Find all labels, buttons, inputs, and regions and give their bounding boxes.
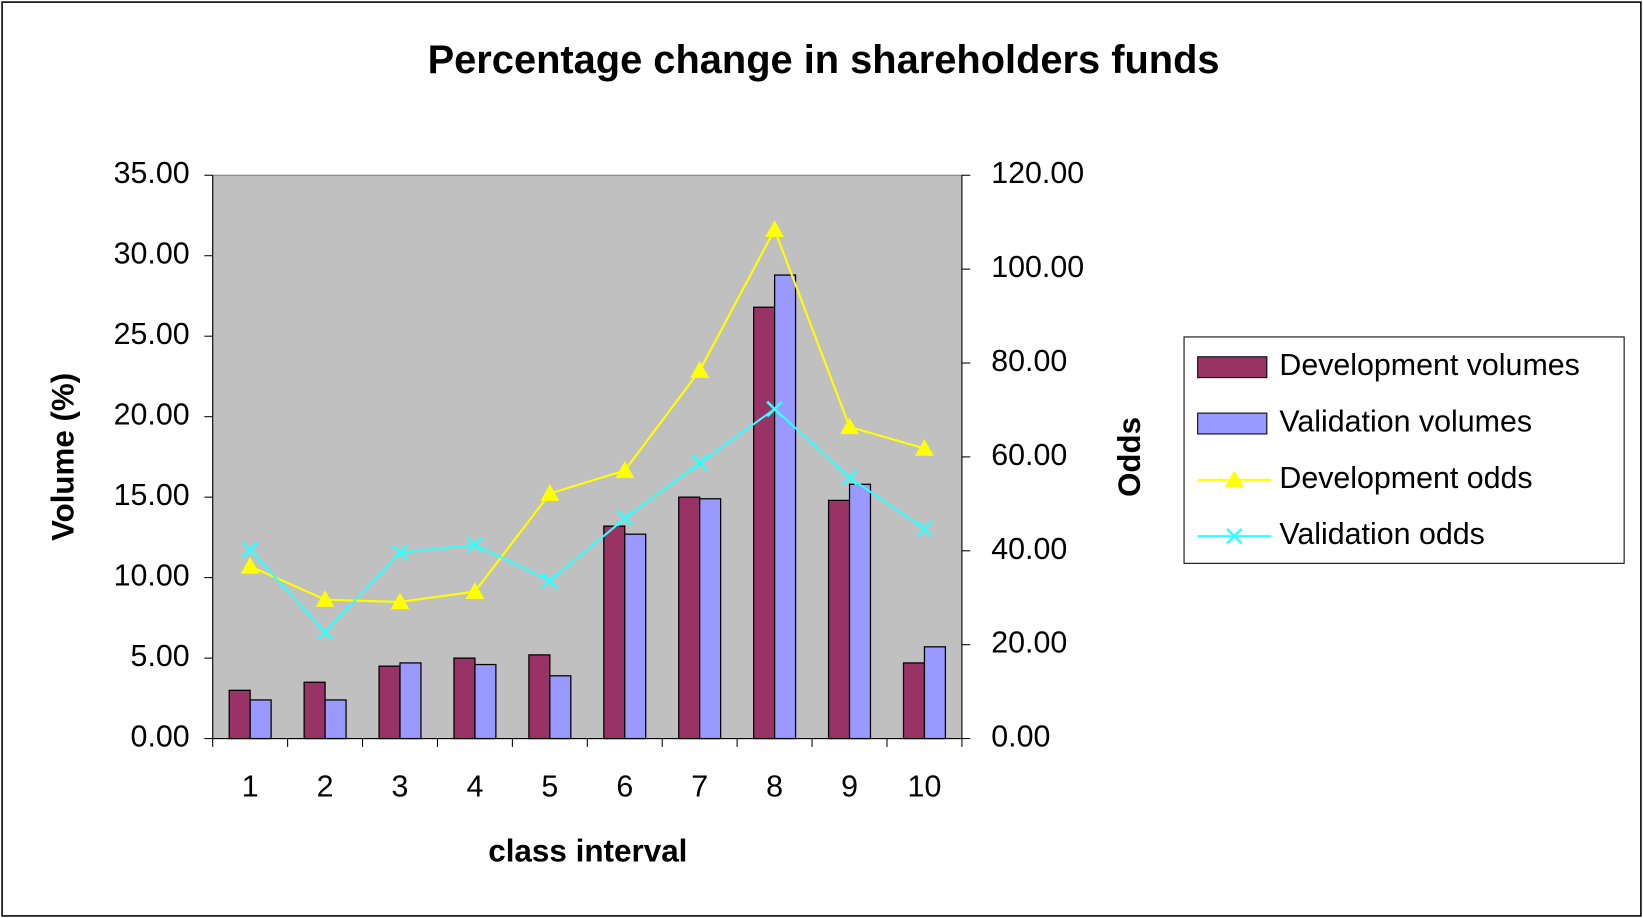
y2-tick-label: 40.00 (991, 533, 1067, 566)
x-tick-label: 1 (242, 771, 259, 804)
legend-marker (1226, 527, 1243, 545)
bar (923, 646, 947, 740)
line (249, 407, 926, 634)
legend-swatch (1197, 356, 1268, 379)
y2-tick-label: 80.00 (991, 345, 1067, 378)
bar (378, 665, 401, 740)
point (615, 461, 635, 478)
y-tick-label: 15.00 (114, 479, 190, 512)
point (240, 556, 260, 574)
x-tick-label: 2 (317, 771, 334, 804)
bar (603, 525, 626, 740)
point (315, 590, 335, 607)
x-axis-label: class interval (488, 834, 687, 869)
x-tick-label: 7 (691, 771, 708, 804)
point (540, 484, 560, 501)
bar (827, 499, 851, 740)
legend-label: Development odds (1279, 462, 1532, 495)
bar (699, 498, 722, 740)
bar (624, 533, 647, 740)
y-tick-label: 20.00 (114, 399, 190, 432)
bar (773, 274, 797, 740)
point (915, 439, 934, 456)
y-tick-label: 35.00 (114, 157, 190, 190)
y2-tick-label: 20.00 (991, 627, 1067, 660)
x-tick-label: 5 (541, 771, 558, 804)
point (241, 541, 259, 559)
y-tick-label: 25.00 (114, 318, 190, 351)
bar (399, 662, 422, 740)
x-tick-label: 4 (466, 771, 483, 804)
y-axis-label: Volume (%) (45, 373, 80, 541)
y2-axis-label: Odds (1112, 417, 1147, 497)
bar (453, 657, 476, 740)
bar (902, 662, 926, 740)
point (616, 510, 634, 527)
point (316, 623, 334, 641)
point (766, 400, 783, 418)
y2-tick-label: 0.00 (991, 721, 1050, 754)
y-tick-label: 5.00 (131, 640, 190, 673)
point (465, 582, 485, 599)
point (691, 454, 708, 472)
point (541, 572, 559, 590)
y-tick-label: 30.00 (114, 238, 190, 271)
legend-swatch (1197, 412, 1268, 435)
bar (303, 681, 326, 740)
point (690, 361, 710, 378)
point (390, 592, 410, 610)
bar (528, 654, 551, 740)
bar (753, 306, 776, 740)
bar (249, 699, 272, 740)
bar (848, 483, 872, 740)
bar (324, 699, 347, 740)
point (840, 417, 859, 435)
legend-label: Development volumes (1279, 349, 1579, 382)
y-tick-label: 10.00 (114, 560, 190, 593)
x-tick-label: 9 (841, 771, 858, 804)
x-tick-label: 8 (766, 771, 783, 804)
point (765, 220, 785, 238)
y-tick-label: 0.00 (131, 721, 190, 754)
legend-label: Validation volumes (1279, 406, 1532, 439)
bar (678, 496, 701, 740)
x-tick-label: 10 (908, 771, 942, 804)
y2-tick-label: 100.00 (991, 251, 1084, 284)
chart-title: Percentage change in shareholders funds (428, 38, 1220, 82)
legend-marker (1224, 470, 1244, 488)
point (916, 520, 933, 537)
x-tick-label: 6 (616, 771, 633, 804)
y2-tick-label: 120.00 (991, 157, 1084, 190)
bar (549, 675, 572, 740)
line (249, 227, 925, 604)
bar (228, 689, 251, 740)
point (841, 469, 858, 486)
x-tick-label: 3 (392, 771, 409, 804)
y2-tick-label: 60.00 (991, 439, 1067, 472)
legend-label: Validation odds (1279, 518, 1484, 551)
point (466, 536, 484, 553)
bar (474, 663, 497, 740)
point (391, 544, 409, 561)
